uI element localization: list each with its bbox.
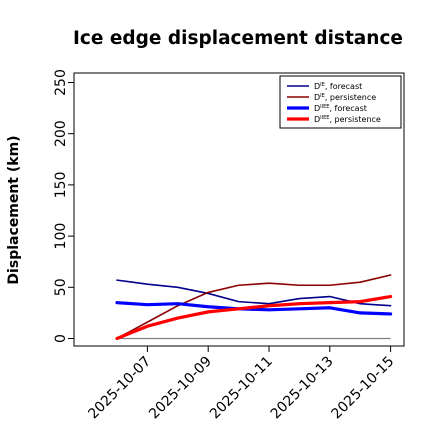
y-tick-label: 200 [53,120,69,147]
legend-entry-main: D [314,82,320,91]
y-tick-label: 50 [53,278,69,296]
y-tick-label: 0 [53,334,69,343]
y-axis-label: Displacement (km) [6,135,22,284]
x-tick-label: 2025-10-15 [329,354,398,423]
series-line-4 [115,294,393,341]
legend-entry-superscript: IE [320,93,325,99]
y-tick-label: 150 [53,172,69,199]
y-axis-ticks: 0 50 100 150 200 250 [53,69,74,343]
y-tick-label: 100 [53,223,69,250]
legend-entry-superscript: IIEE [320,115,329,121]
series-lines [115,274,393,341]
y-tick-label: 250 [53,69,69,96]
series-line-3 [115,301,393,316]
legend-entry-suffix: , forecast [329,104,366,113]
legend-entry-suffix: , persistence [329,115,380,124]
legend-entry-main: D [314,93,320,102]
legend-entry-1: DIE, forecast [314,82,362,91]
chart-title: Ice edge displacement distance [73,28,403,49]
legend-entry-main: D [314,104,320,113]
x-axis-ticks: 2025-10-072025-10-092025-10-112025-10-13… [85,346,397,422]
series-line-2 [116,274,392,340]
x-tick-label: 2025-10-11 [207,354,276,423]
series-line-1 [116,279,392,307]
legend-entry-2: DIE, persistence [314,93,376,102]
legend-entry-3: DIIEE, forecast [314,104,367,113]
legend-entry-main: D [314,115,320,124]
legend-entry-superscript: IIEE [320,104,329,110]
legend-entry-4: DIIEE, persistence [314,115,381,124]
legend-entry-suffix: , persistence [325,93,376,102]
x-tick-label: 2025-10-13 [268,354,337,423]
x-tick-label: 2025-10-09 [146,354,215,423]
x-tick-label: 2025-10-07 [85,354,154,423]
legend-entry-suffix: , forecast [325,82,362,91]
plot-frame [73,72,405,347]
legend-entry-superscript: IE [320,82,325,88]
